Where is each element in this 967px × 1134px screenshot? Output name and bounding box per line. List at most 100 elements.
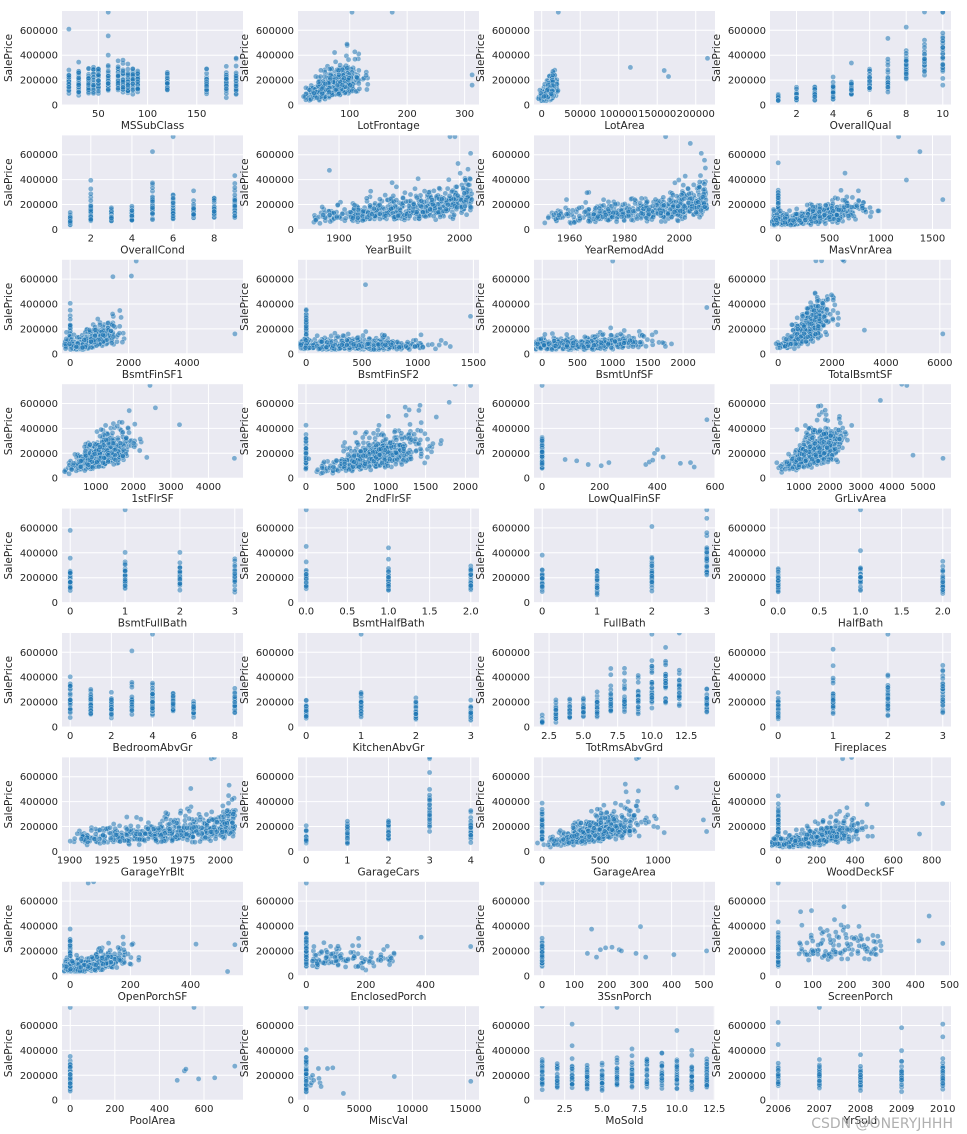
data-point [231,192,238,198]
y-tick-label: 200000 [20,200,58,211]
data-point [356,86,363,92]
x-tick-label: 150 [187,109,206,120]
data-point [446,192,453,199]
data-point [108,204,115,211]
data-point [115,73,121,79]
data-point [326,212,333,218]
data-point [436,185,443,191]
x-tick-label: 50000 [564,109,596,120]
data-point [696,184,703,190]
data-point [129,213,135,219]
data-point [638,210,645,217]
data-point [149,180,156,186]
data-point [85,75,92,82]
data-point [311,90,317,96]
data-point [903,58,910,64]
data-point [149,148,156,155]
data-point [317,220,323,227]
data-point [940,75,946,82]
data-point [622,201,628,207]
x-tick-label: 0 [775,233,781,244]
data-point [422,213,429,220]
data-point [685,200,692,206]
data-point [885,84,891,90]
data-point [585,218,592,224]
data-point [359,217,366,224]
data-point [903,177,910,183]
data-point [702,165,709,171]
data-point [415,175,421,182]
data-point [830,74,836,80]
data-point [164,87,171,93]
data-point [364,340,371,347]
data-point [63,329,70,336]
data-point [92,327,99,333]
data-point [63,336,70,342]
data-point [681,203,688,210]
x-axis-label: YearBuilt [364,244,411,256]
data-point [576,213,583,219]
data-point [88,177,94,184]
data-point [463,211,470,218]
data-point [649,202,656,209]
data-point [676,177,682,183]
y-tick-label: 0 [760,225,766,236]
data-point [332,330,338,337]
data-point [432,345,439,352]
data-point [66,72,72,79]
data-point [555,87,561,94]
data-point [115,85,121,92]
y-tick-label: 0 [524,225,530,236]
data-point [775,159,782,166]
y-tick-label: 0 [52,101,58,112]
data-point [382,192,389,198]
data-point [435,209,442,215]
data-point [671,209,678,215]
y-tick-label: 600000 [256,26,294,37]
data-point [467,150,474,157]
data-point [635,206,641,212]
data-point [300,93,307,100]
x-tick-label: 150000 [638,109,676,120]
data-point [770,206,777,213]
y-axis-label: SalePrice [475,158,487,206]
data-point [79,344,86,351]
data-point [377,196,383,202]
y-tick-label: 600000 [492,26,530,37]
data-point [369,211,375,217]
points [770,135,946,228]
data-point [940,196,946,203]
data-point [371,346,377,353]
data-point [631,196,638,203]
y-axis-label: SalePrice [3,283,15,331]
x-tick-label: 200 [398,109,417,120]
data-point [75,82,82,88]
data-point [413,209,420,215]
x-tick-label: 1960 [557,233,582,244]
data-point [461,190,468,197]
data-point [697,172,704,179]
data-point [354,74,361,81]
x-tick-label: 100 [340,109,359,120]
data-point [940,35,946,41]
x-tick-label: 8 [211,233,217,244]
data-point [875,208,881,214]
data-point [125,66,131,72]
data-point [75,69,82,76]
data-point [821,212,828,218]
data-point [462,203,468,209]
data-point [443,206,450,213]
data-point [447,343,454,350]
data-point [600,202,607,209]
data-point [231,172,238,179]
data-point [125,82,131,88]
data-point [645,206,652,213]
x-tick-label: 4 [830,109,836,120]
data-point [223,86,230,92]
